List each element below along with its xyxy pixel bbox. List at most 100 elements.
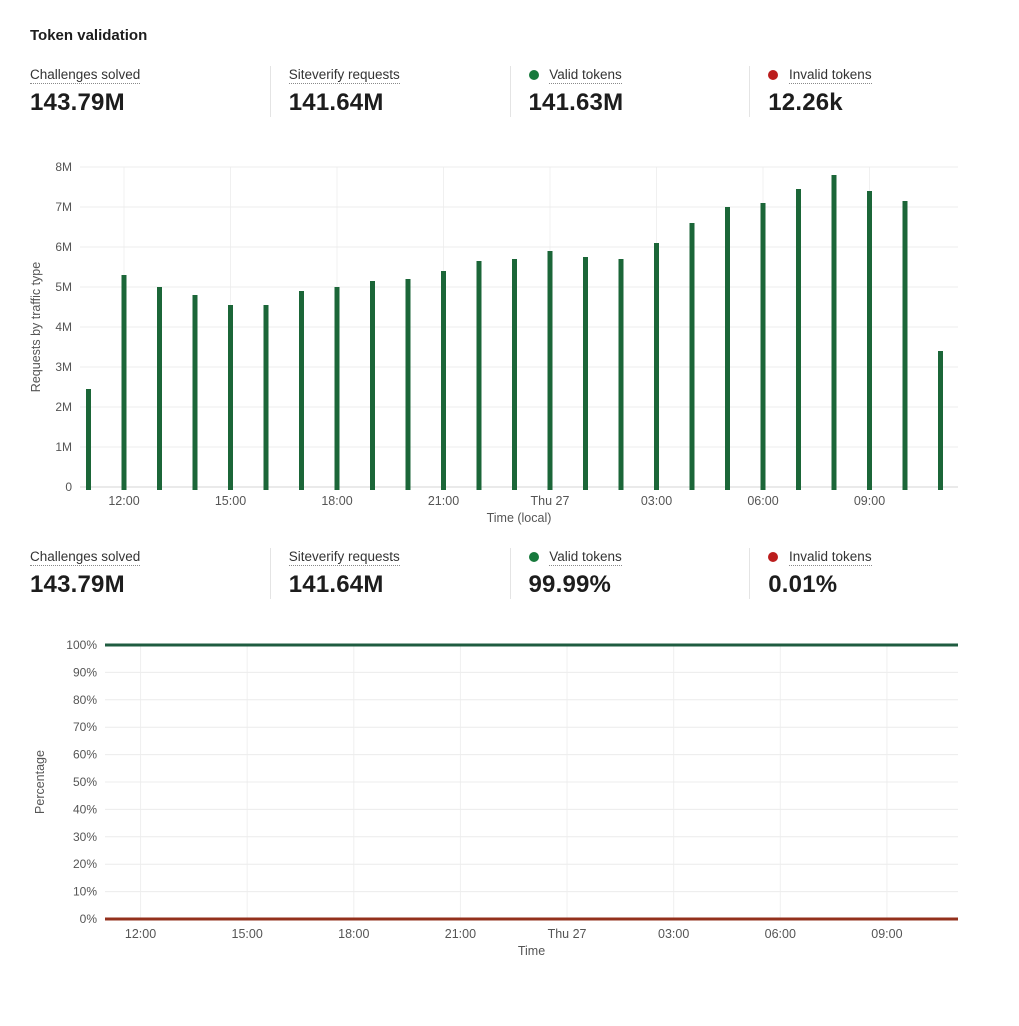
stat-label-siteverify-requests[interactable]: Siteverify requests [288, 549, 400, 566]
stat-value-challenges-solved: 143.79M [30, 89, 125, 116]
stat-label-invalid-tokens[interactable]: Invalid tokens [789, 67, 872, 84]
y-tick-label: 30% [73, 830, 97, 844]
stat-label-challenges-solved[interactable]: Challenges solved [30, 549, 141, 566]
bar[interactable] [867, 191, 872, 490]
y-tick-label: 2M [55, 400, 72, 414]
bar[interactable] [796, 189, 801, 490]
x-axis-title: Time (local) [487, 511, 552, 525]
y-tick-label: 5M [55, 280, 72, 294]
bar[interactable] [689, 223, 695, 490]
stat-valid-tokens: Valid tokens 141.63M [509, 66, 750, 117]
x-tick-label: 18:00 [338, 927, 369, 941]
stat-label-siteverify-requests[interactable]: Siteverify requests [288, 67, 400, 84]
bar[interactable] [725, 207, 730, 490]
x-tick-label: 09:00 [854, 494, 885, 508]
stat-label-valid-tokens[interactable]: Valid tokens [549, 67, 622, 84]
bar[interactable] [938, 351, 943, 490]
bar[interactable] [512, 259, 517, 490]
stats-row-percentages: Challenges solved 143.79M Siteverify req… [30, 548, 989, 599]
valid-tokens-dot-icon [528, 552, 539, 562]
y-tick-label: 3M [55, 360, 72, 374]
y-tick-label: 1M [55, 440, 72, 454]
bar[interactable] [405, 279, 411, 490]
bar[interactable] [334, 287, 340, 490]
y-tick-label: 10% [73, 885, 97, 899]
stat-value-valid-tokens-percentage: 99.99% [528, 571, 612, 598]
valid-tokens-dot-icon [528, 70, 539, 80]
bar[interactable] [299, 291, 304, 490]
x-tick-label: Thu 27 [531, 494, 570, 508]
x-tick-label: 12:00 [108, 494, 139, 508]
bar[interactable] [263, 305, 269, 490]
stat-value-challenges-solved: 143.79M [30, 571, 125, 598]
x-tick-label: 03:00 [641, 494, 672, 508]
bar[interactable] [760, 203, 766, 490]
stat-value-valid-tokens: 141.63M [528, 89, 624, 116]
y-tick-label: 0 [65, 480, 72, 494]
page-title: Token validation [30, 27, 148, 44]
stat-label-challenges-solved[interactable]: Challenges solved [30, 67, 141, 84]
y-tick-label: 6M [55, 240, 72, 254]
y-tick-label: 80% [73, 693, 97, 707]
x-tick-label: 15:00 [232, 927, 263, 941]
stat-value-siteverify-requests: 141.64M [288, 89, 384, 116]
x-tick-label: 06:00 [747, 494, 778, 508]
bar[interactable] [902, 201, 908, 490]
stat-value-siteverify-requests: 141.64M [288, 571, 384, 598]
x-tick-label: 06:00 [765, 927, 796, 941]
invalid-tokens-dot-icon [768, 70, 779, 80]
stat-invalid-tokens: Invalid tokens 12.26k [749, 66, 989, 117]
x-tick-label: 21:00 [445, 927, 476, 941]
stat-siteverify-requests: Siteverify requests 141.64M [269, 66, 510, 117]
y-tick-label: 40% [73, 802, 97, 816]
bar-chart-svg[interactable]: 12:00 15:00 18:00 21:00 Thu 27 03:00 06:00 09:0… [0, 152, 1019, 530]
stat-value-invalid-tokens-percentage: 0.01% [768, 571, 838, 598]
x-tick-label: 18:00 [321, 494, 352, 508]
bar[interactable] [192, 295, 198, 490]
bar[interactable] [370, 281, 375, 490]
y-axis-title: Percentage [33, 750, 47, 814]
y-tick-label: 8M [55, 160, 72, 174]
bar[interactable] [547, 251, 553, 490]
x-tick-label: 21:00 [428, 494, 459, 508]
token-percentage-chart[interactable]: 12:00 15:00 18:00 21:00 Thu 27 03:00 06:00 09:0… [0, 627, 1019, 963]
y-tick-label: 4M [55, 320, 72, 334]
bar[interactable] [654, 243, 659, 490]
bar[interactable] [86, 389, 91, 490]
stat-value-invalid-tokens: 12.26k [768, 89, 843, 116]
stat-label-invalid-tokens[interactable]: Invalid tokens [789, 549, 872, 566]
stats-row-counts: Challenges solved 143.79M Siteverify req… [30, 66, 989, 117]
bar[interactable] [583, 257, 588, 490]
stat-challenges-solved-pct-row: Challenges solved 143.79M [30, 548, 270, 599]
bar[interactable] [618, 259, 624, 490]
y-tick-label: 20% [73, 857, 97, 871]
y-tick-label: 0% [80, 912, 98, 926]
y-tick-label: 7M [55, 200, 72, 214]
bar[interactable] [476, 261, 482, 490]
stat-invalid-tokens-percentage: Invalid tokens 0.01% [749, 548, 989, 599]
y-tick-label: 90% [73, 665, 97, 679]
y-tick-label: 60% [73, 748, 97, 762]
y-tick-label: 100% [66, 638, 97, 652]
x-tick-label: 15:00 [215, 494, 246, 508]
stat-challenges-solved: Challenges solved 143.79M [30, 66, 270, 117]
bar[interactable] [441, 271, 446, 490]
x-tick-label: 09:00 [871, 927, 902, 941]
line-chart-svg[interactable]: 12:00 15:00 18:00 21:00 Thu 27 03:00 06:00 09:0… [0, 627, 1019, 963]
invalid-tokens-dot-icon [768, 552, 779, 562]
bar-series-valid-tokens [86, 175, 943, 490]
requests-by-traffic-type-chart[interactable]: 12:00 15:00 18:00 21:00 Thu 27 03:00 06:00 09:0… [0, 152, 1019, 530]
bar[interactable] [157, 287, 162, 490]
bar[interactable] [121, 275, 127, 490]
x-tick-label: 12:00 [125, 927, 156, 941]
stat-label-valid-tokens[interactable]: Valid tokens [549, 549, 622, 566]
y-tick-label: 50% [73, 775, 97, 789]
y-tick-label: 70% [73, 720, 97, 734]
stat-valid-tokens-percentage: Valid tokens 99.99% [509, 548, 750, 599]
bar[interactable] [831, 175, 837, 490]
bar[interactable] [228, 305, 233, 490]
stat-siteverify-requests-pct-row: Siteverify requests 141.64M [269, 548, 510, 599]
x-axis-title: Time [518, 944, 545, 958]
y-axis-title: Requests by traffic type [29, 262, 43, 392]
x-tick-label: 03:00 [658, 927, 689, 941]
